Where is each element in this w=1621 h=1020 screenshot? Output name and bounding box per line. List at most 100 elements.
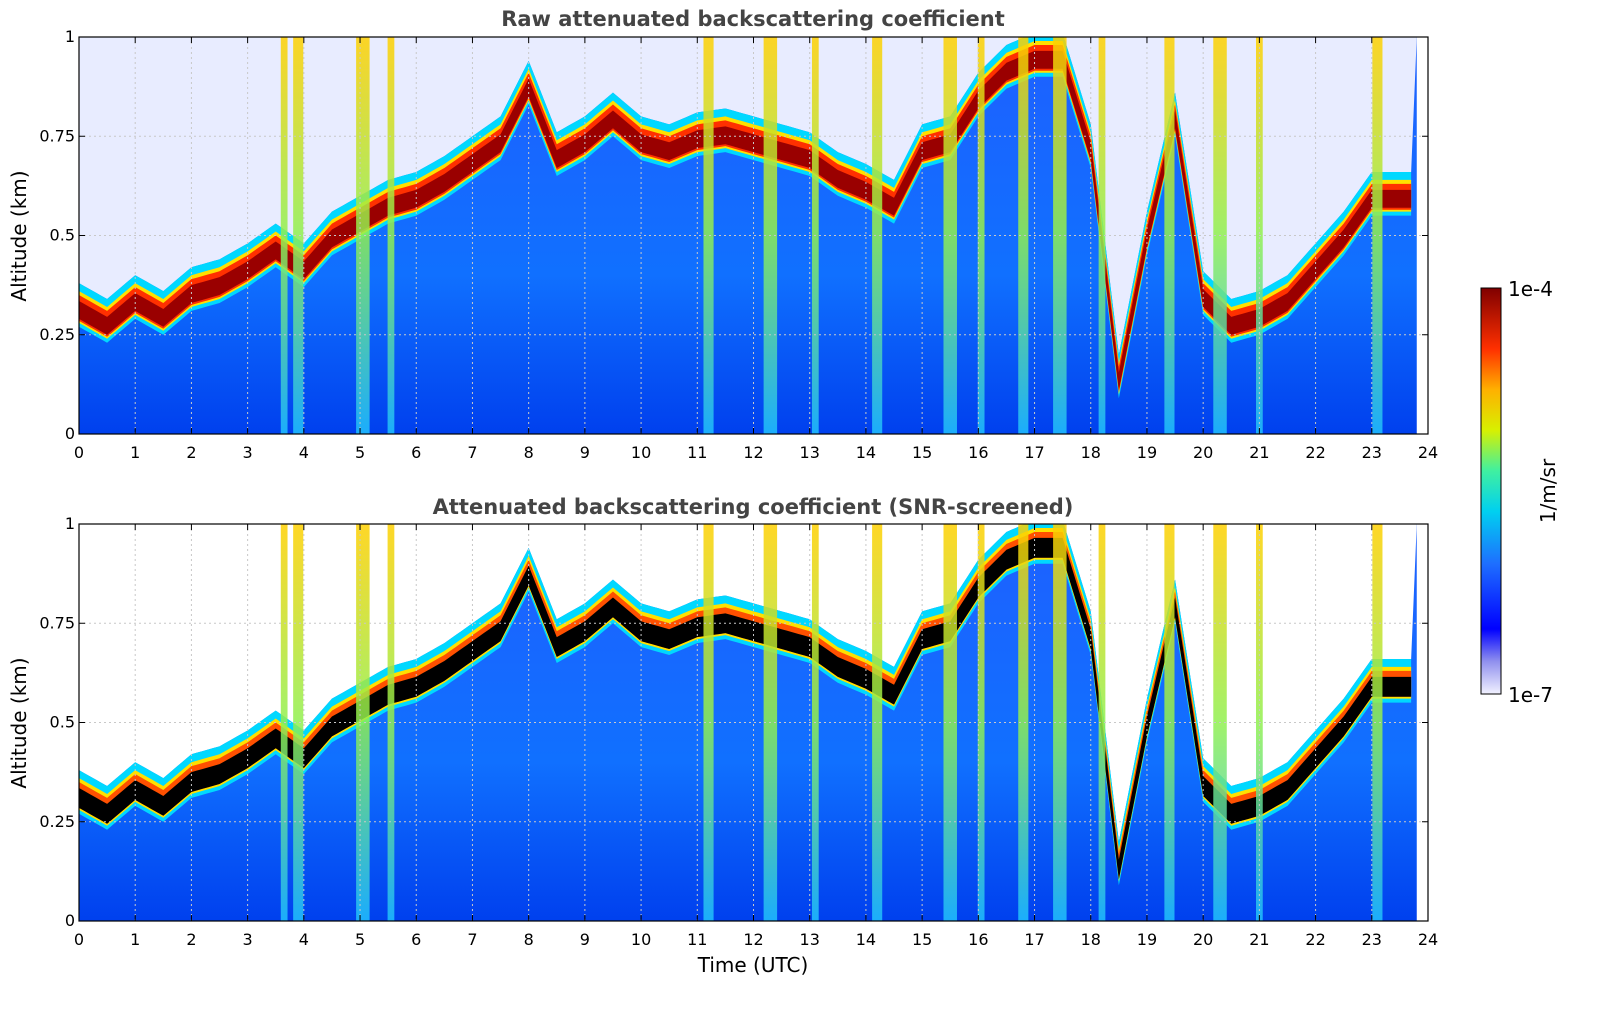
p1-plume-2 bbox=[356, 37, 370, 434]
panel2-y-axis-label: Altitude (km) bbox=[7, 657, 31, 788]
p1-xtick-label: 24 bbox=[1418, 443, 1438, 462]
p2-xtick-label: 12 bbox=[743, 930, 763, 949]
p1-xtick-label: 5 bbox=[355, 443, 365, 462]
p2-xtick-label: 3 bbox=[243, 930, 253, 949]
p2-xtick-label: 13 bbox=[800, 930, 820, 949]
panel1-y-axis-label: Altitude (km) bbox=[7, 170, 31, 301]
p1-xtick-label: 0 bbox=[74, 443, 84, 462]
p2-cloud-layer-2 bbox=[79, 531, 1412, 880]
raw-backscatter-panel: Raw attenuated backscattering coefficien… bbox=[7, 7, 1438, 462]
p1-plume-4 bbox=[703, 37, 714, 434]
p2-plume-12 bbox=[1098, 524, 1106, 921]
p2-xtick-label: 4 bbox=[299, 930, 309, 949]
p1-xtick-label: 8 bbox=[524, 443, 534, 462]
p1-plume-10 bbox=[1018, 37, 1029, 434]
p1-ytick-label: 0 bbox=[65, 424, 75, 443]
p2-xtick-label: 6 bbox=[411, 930, 421, 949]
panel1-x-ticks: 0 1 2 3 4 5 6 7 8 9 10 11 12 13 14 15 16 17 18 19 20 21 22 23 24 bbox=[74, 37, 1438, 462]
p1-xtick-label: 3 bbox=[243, 443, 253, 462]
p1-xtick-label: 1 bbox=[130, 443, 140, 462]
panel2-grid bbox=[79, 524, 1428, 921]
p1-xtick-label: 7 bbox=[467, 443, 477, 462]
p1-xtick-label: 14 bbox=[856, 443, 876, 462]
p1-xtick-label: 20 bbox=[1193, 443, 1213, 462]
p2-xtick-label: 9 bbox=[580, 930, 590, 949]
p2-xtick-label: 17 bbox=[1024, 930, 1044, 949]
p1-ytick-label: 1 bbox=[65, 27, 75, 46]
p2-xtick-label: 10 bbox=[631, 930, 651, 949]
p1-xtick-label: 9 bbox=[580, 443, 590, 462]
p1-xtick-label: 17 bbox=[1024, 443, 1044, 462]
p1-cloud-layer-2 bbox=[79, 44, 1412, 393]
p2-xtick-label: 19 bbox=[1137, 930, 1157, 949]
panel2-x-ticks: 0 1 2 3 4 5 6 7 8 9 10 11 12 13 14 15 16 17 18 19 20 21 22 23 24 bbox=[74, 524, 1438, 949]
p2-plume-4 bbox=[703, 524, 714, 921]
p2-xtick-label: 8 bbox=[524, 930, 534, 949]
p1-ytick-label: 0.5 bbox=[50, 226, 75, 245]
p1-plume-9 bbox=[977, 37, 985, 434]
p2-ytick-label: 0 bbox=[65, 911, 75, 930]
p1-xtick-label: 18 bbox=[1081, 443, 1101, 462]
p2-ytick-label: 0.75 bbox=[39, 613, 75, 632]
p2-xtick-label: 23 bbox=[1362, 930, 1382, 949]
p2-xtick-label: 18 bbox=[1081, 930, 1101, 949]
panel2-heatmap bbox=[79, 524, 1417, 921]
p2-plume-16 bbox=[1372, 524, 1383, 921]
p2-xtick-label: 22 bbox=[1305, 930, 1325, 949]
p2-xtick-label: 24 bbox=[1418, 930, 1438, 949]
snr-screened-panel: Attenuated backscattering coefficient (S… bbox=[7, 495, 1438, 977]
p1-xtick-label: 19 bbox=[1137, 443, 1157, 462]
p2-xtick-label: 14 bbox=[856, 930, 876, 949]
p1-plume-16 bbox=[1372, 37, 1383, 434]
p2-xtick-label: 2 bbox=[186, 930, 196, 949]
p2-xtick-label: 1 bbox=[130, 930, 140, 949]
panel2-y-ticks: 0 0.25 0.5 0.75 1 bbox=[39, 514, 1428, 930]
panel1-grid bbox=[79, 37, 1428, 434]
p2-plume-7 bbox=[872, 524, 883, 921]
p1-ytick-label: 0.75 bbox=[39, 126, 75, 145]
p1-xtick-label: 4 bbox=[299, 443, 309, 462]
colorbar-min-label: 1e-7 bbox=[1508, 683, 1553, 707]
p2-xtick-label: 15 bbox=[912, 930, 932, 949]
colorbar-unit-label: 1/m/sr bbox=[1536, 458, 1560, 523]
p1-xtick-label: 6 bbox=[411, 443, 421, 462]
p1-xtick-label: 16 bbox=[968, 443, 988, 462]
p2-ytick-label: 0.5 bbox=[50, 713, 75, 732]
colorbar: 1e-4 1e-7 1/m/sr bbox=[1480, 277, 1560, 707]
p2-plume-2 bbox=[356, 524, 370, 921]
panel1-heatmap bbox=[79, 37, 1417, 434]
p1-plume-12 bbox=[1098, 37, 1106, 434]
p1-xtick-label: 12 bbox=[743, 443, 763, 462]
p2-clear-sky bbox=[79, 524, 1417, 842]
colorbar-gradient bbox=[1480, 287, 1502, 695]
p2-plume-1 bbox=[293, 524, 304, 921]
p1-xtick-label: 22 bbox=[1305, 443, 1325, 462]
p1-xtick-label: 21 bbox=[1249, 443, 1269, 462]
panel2-title: Attenuated backscattering coefficient (S… bbox=[433, 495, 1074, 519]
p1-ytick-label: 0.25 bbox=[39, 325, 75, 344]
p1-xtick-label: 10 bbox=[631, 443, 651, 462]
p2-xtick-label: 11 bbox=[687, 930, 707, 949]
p2-xtick-label: 16 bbox=[968, 930, 988, 949]
panel1-title: Raw attenuated backscattering coefficien… bbox=[501, 7, 1005, 31]
p2-plume-10 bbox=[1018, 524, 1029, 921]
p2-plume-9 bbox=[977, 524, 985, 921]
p1-xtick-label: 11 bbox=[687, 443, 707, 462]
p2-xtick-label: 21 bbox=[1249, 930, 1269, 949]
colorbar-max-label: 1e-4 bbox=[1508, 277, 1553, 301]
p2-xtick-label: 20 bbox=[1193, 930, 1213, 949]
p2-xtick-label: 7 bbox=[467, 930, 477, 949]
p2-ytick-label: 1 bbox=[65, 514, 75, 533]
p1-xtick-label: 23 bbox=[1362, 443, 1382, 462]
p1-plume-7 bbox=[872, 37, 883, 434]
x-axis-label: Time (UTC) bbox=[697, 953, 809, 977]
p1-clear-sky bbox=[79, 37, 1417, 355]
p1-plume-1 bbox=[293, 37, 304, 434]
p2-ytick-label: 0.25 bbox=[39, 812, 75, 831]
p1-xtick-label: 13 bbox=[800, 443, 820, 462]
p2-xtick-label: 0 bbox=[74, 930, 84, 949]
p2-xtick-label: 5 bbox=[355, 930, 365, 949]
p1-xtick-label: 2 bbox=[186, 443, 196, 462]
panel1-y-ticks: 0 0.25 0.5 0.75 1 bbox=[39, 27, 1428, 443]
